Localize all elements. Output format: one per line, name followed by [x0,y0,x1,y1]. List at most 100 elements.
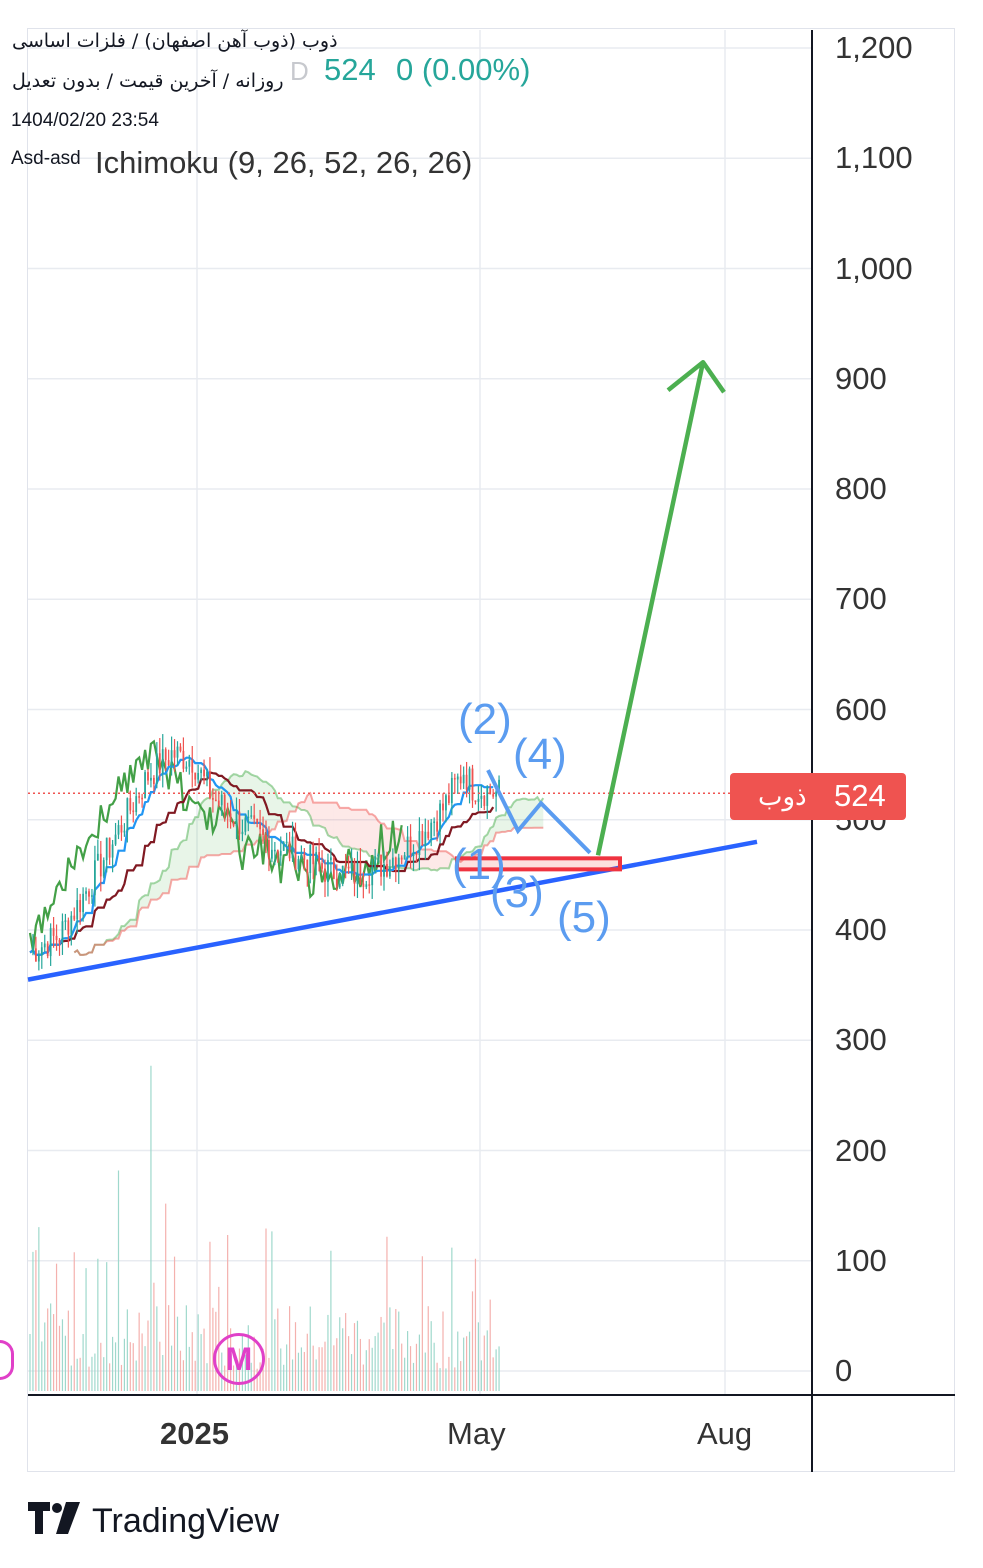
y-tick-label: 100 [835,1242,887,1278]
candle-body [161,749,164,774]
candle-body [61,921,64,943]
candle-body [200,769,202,774]
candle-body [489,787,492,795]
price-change: 0 (0.00%) [396,52,531,87]
candle-body [468,768,471,790]
candle-body [400,857,403,860]
badge-symbol: ذوب [758,782,807,812]
candle-body [459,776,462,784]
candle-body [453,777,456,780]
candle-body [138,796,141,798]
candle-body [430,822,433,839]
candle-body [49,927,52,957]
cloud-segment [268,784,272,834]
author: Asd-asd [11,148,81,169]
candle-body [397,857,400,870]
y-tick-label: 1,000 [835,250,913,286]
candle-body [412,852,415,857]
cloud-segment [445,851,449,869]
candle-body [424,831,427,846]
tradingview-logo-icon[interactable] [28,1502,84,1536]
candle-body [155,753,158,785]
candle-body [368,884,371,886]
candle-body [297,859,300,870]
candle-body [144,772,146,799]
candle-body [58,940,61,943]
wave-label-2: (2) [458,695,512,744]
candle-body [335,878,338,888]
wave-label-4: (4) [513,730,567,779]
candle-body [442,803,444,811]
candle-body [415,852,418,856]
candle-body [73,915,76,920]
cloud-segment [440,851,443,869]
cloud-segment [192,817,196,867]
candle-body [439,803,441,832]
candle-body [232,822,235,826]
candle-body [356,862,359,884]
candle-body [99,853,102,877]
candle-body [164,749,167,761]
candle-body [427,831,430,839]
candle-body [380,854,382,877]
y-tick-label: 900 [835,360,887,396]
candle-body [282,842,285,851]
cloud-segment [516,799,520,828]
cloud-segment [345,807,349,847]
wave-label-5: (5) [557,893,611,942]
candle-body [96,853,99,861]
candle-body [477,798,480,802]
cloud-segment [283,802,287,822]
candle-body [35,948,37,962]
candle-body [158,753,161,774]
symbol-line: ذوب (ذوب آهن اصفهان) / فلزات اساسی [12,30,338,52]
candle-body [262,829,264,835]
candle-body [492,794,495,797]
candle-body [241,831,244,835]
elliott-wave-path [486,769,592,855]
cloud-segment [130,919,134,927]
candle-body [338,883,341,888]
candle-body [330,857,332,861]
candle-body [350,862,353,869]
candle-body [132,810,135,813]
brand-name[interactable]: TradingView [92,1502,280,1540]
cloud-segment [230,774,234,855]
y-tick-label: 0 [835,1353,853,1388]
candle-body [217,800,220,806]
indicator-label[interactable]: Ichimoku (9, 26, 52, 26, 26) [95,145,473,180]
x-tick-label: Aug [697,1416,753,1451]
candle-body [315,852,318,865]
cloud-segment [212,789,216,856]
candle-body [114,834,117,845]
candle-body [271,849,273,859]
cloud-segment [307,793,311,817]
candle-body [365,884,368,887]
volume-bars [29,1065,500,1391]
candle-body [456,776,459,780]
cloud-segment [145,895,148,908]
support-trendline [27,839,758,982]
event-marker[interactable]: M [213,1333,265,1385]
candle-body [141,797,143,800]
candle-body [394,857,397,870]
y-tick-label: 1,100 [835,140,913,176]
candle-body [52,927,55,936]
cloud-segment [369,814,373,857]
candle-body [88,891,90,897]
candle-body [406,836,409,856]
cloud-segment [325,802,328,836]
candle-body [268,839,270,859]
candle-body [421,831,424,846]
cloud-segment [357,809,361,850]
cloud-segment [327,802,331,837]
candle-body [433,821,436,823]
cloud-segment [499,815,502,833]
cloud-segment [142,895,146,908]
cloud-segment [502,815,505,832]
candle-body [256,818,259,824]
cloud-segment [333,802,337,839]
candle-body [226,810,229,814]
candle-body [321,863,323,869]
